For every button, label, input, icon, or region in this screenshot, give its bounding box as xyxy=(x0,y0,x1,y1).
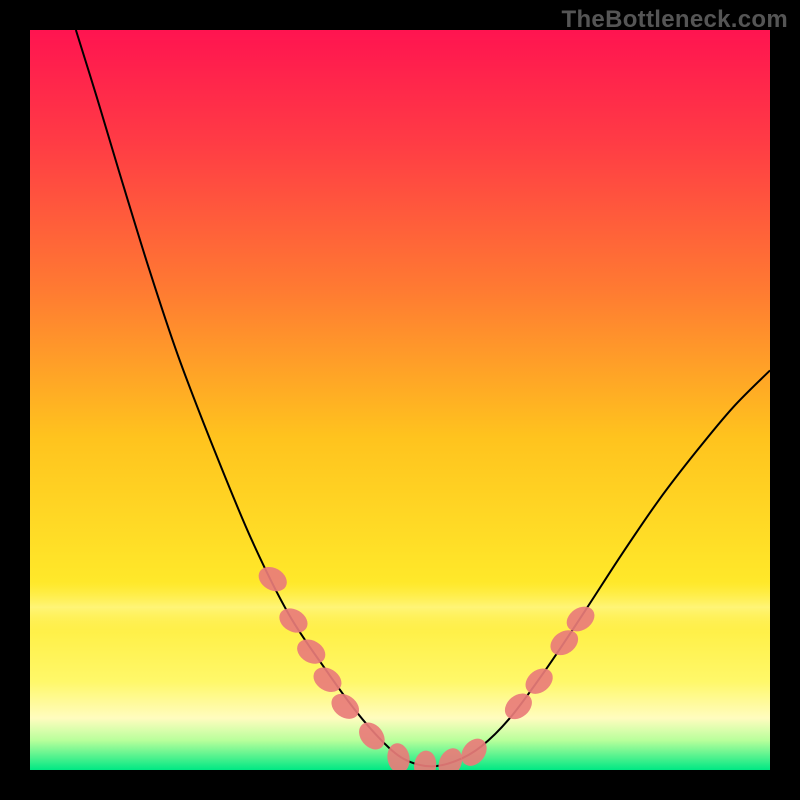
pale-highlight-band xyxy=(30,581,770,633)
chart-frame: TheBottleneck.com xyxy=(0,0,800,800)
bottleneck-curve-chart xyxy=(0,0,800,800)
plot-background xyxy=(30,30,770,770)
watermark-text: TheBottleneck.com xyxy=(562,6,788,34)
